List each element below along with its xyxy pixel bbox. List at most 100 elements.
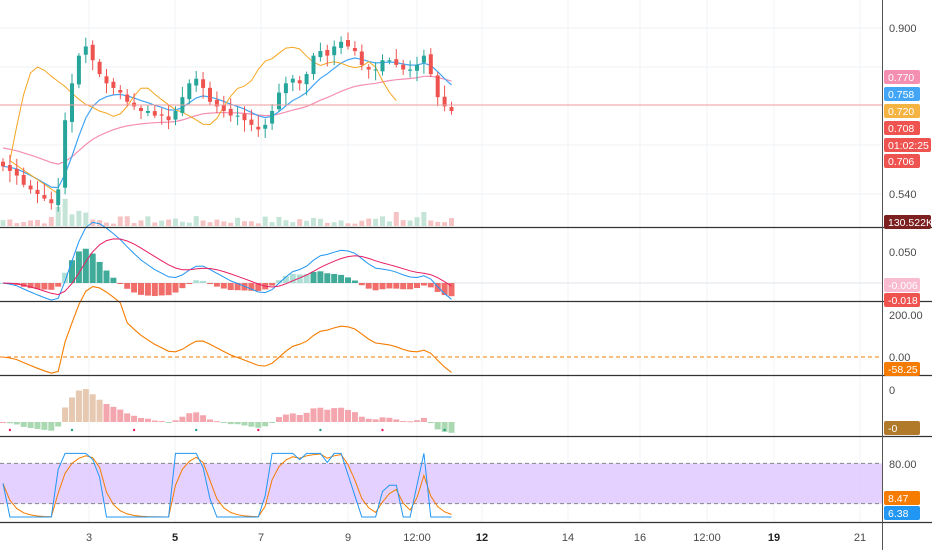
macd-histogram-bar	[200, 280, 207, 283]
volume-bar	[393, 212, 399, 226]
candle-body	[263, 124, 268, 129]
volume-bar	[421, 212, 427, 226]
cci-panel[interactable]	[0, 286, 882, 374]
macd-histogram-bar	[276, 280, 282, 283]
momentum-bar	[434, 422, 441, 430]
price-scale-tag-label: -0.006	[888, 280, 918, 292]
candle-body	[28, 185, 33, 190]
momentum-bar	[138, 417, 144, 422]
momentum-bar	[379, 417, 386, 422]
momentum-marker	[381, 428, 384, 432]
momentum-bar	[427, 422, 434, 424]
macd-histogram-bar	[172, 283, 179, 293]
time-axis-label: 19	[768, 532, 780, 544]
macd-histogram-bar	[441, 283, 448, 296]
momentum-bar	[48, 422, 55, 431]
volume-bar	[442, 222, 448, 226]
volume-bar	[207, 222, 213, 226]
momentum-bar	[131, 415, 138, 422]
volume-bar	[359, 220, 365, 226]
candle-body	[442, 96, 447, 107]
macd-histogram-bar	[324, 273, 331, 283]
macd-histogram-bar	[41, 283, 48, 290]
momentum-bar	[55, 422, 62, 427]
volume-bar	[449, 218, 454, 226]
candle-body	[249, 119, 254, 125]
momentum-bar	[420, 417, 427, 422]
macd-histogram-bar	[48, 283, 55, 290]
time-axis-label: 5	[172, 532, 178, 544]
price-scales[interactable]: 0.9000.8000.5400.7700.7580.7200.70801:02…	[884, 23, 932, 520]
price-scale-tag	[884, 70, 920, 84]
price-scale-tag	[884, 421, 920, 435]
candle-body	[277, 92, 281, 110]
macd-histogram-bar	[138, 283, 144, 295]
momentum-panel[interactable]	[0, 389, 455, 433]
price-scale-tag	[884, 491, 920, 505]
macd-signal-line	[2, 238, 452, 296]
macd-histogram-bar	[393, 283, 400, 289]
candle-body	[235, 115, 240, 117]
macd-histogram-bar	[89, 253, 96, 283]
price-scale-tag-label: 0.708	[888, 123, 914, 135]
volume-bar	[145, 216, 151, 226]
momentum-bar	[345, 409, 351, 422]
time-axis-label: 16	[634, 532, 646, 544]
candle-body	[208, 87, 212, 102]
time-axis-label: 12:00	[693, 532, 721, 544]
price-scale-tag-label: 01:02:25	[888, 140, 929, 152]
volume-bar	[55, 206, 61, 226]
volume-bar	[0, 220, 6, 226]
candle-body	[387, 60, 392, 62]
volume-bar	[276, 216, 282, 226]
volume-bar	[311, 217, 316, 226]
macd-histogram-bar	[62, 272, 69, 283]
momentum-bar	[372, 419, 379, 422]
time-axis-label: 7	[258, 532, 264, 544]
macd-panel[interactable]	[0, 221, 882, 301]
stochastic-d-line	[2, 453, 452, 518]
momentum-bar	[96, 399, 103, 422]
volume-bar	[435, 221, 441, 226]
volume-bar	[242, 221, 247, 226]
momentum-bar	[82, 389, 89, 422]
momentum-bar	[448, 422, 455, 433]
macd-histogram-bar	[351, 280, 358, 283]
time-axis[interactable]: 3 5 7 9 12:00 12 14 16 12:00 19 21	[86, 532, 866, 544]
candle-body	[242, 113, 247, 121]
price-scale-tick: 80.00	[889, 459, 917, 471]
time-axis-label: 14	[562, 532, 574, 544]
price-scale-tag	[884, 138, 931, 152]
volume-bar	[317, 218, 323, 226]
momentum-bar	[338, 407, 345, 422]
candle-body	[1, 161, 5, 167]
price-scale-tag-label: -58.25	[888, 364, 918, 376]
candle-body	[366, 67, 371, 70]
macd-histogram-bar	[427, 283, 434, 288]
price-scale-tick: 200.00	[889, 310, 923, 322]
macd-histogram-bar	[96, 261, 103, 283]
volume-bar	[366, 218, 372, 226]
candle-body	[332, 46, 337, 56]
volume-bar	[131, 223, 137, 226]
stochastic-k-line	[2, 452, 452, 518]
stochastic-panel[interactable]	[0, 452, 882, 518]
candle-body	[173, 111, 178, 120]
momentum-bar	[220, 422, 227, 423]
volume-bar	[41, 223, 47, 226]
macd-histogram-bar	[124, 283, 131, 289]
volume-bar	[159, 220, 165, 226]
time-axis-label: 21	[854, 532, 866, 544]
volume-bar	[200, 220, 206, 226]
time-axis-label: 12	[476, 532, 488, 544]
macd-histogram-bar	[227, 283, 234, 290]
price-candles[interactable]	[1, 32, 454, 212]
candle-body	[304, 74, 309, 85]
candle-body	[35, 189, 40, 194]
momentum-bar	[117, 409, 124, 422]
momentum-bar	[124, 413, 131, 422]
macd-histogram-bar	[407, 283, 414, 290]
volume-bar	[186, 222, 192, 226]
